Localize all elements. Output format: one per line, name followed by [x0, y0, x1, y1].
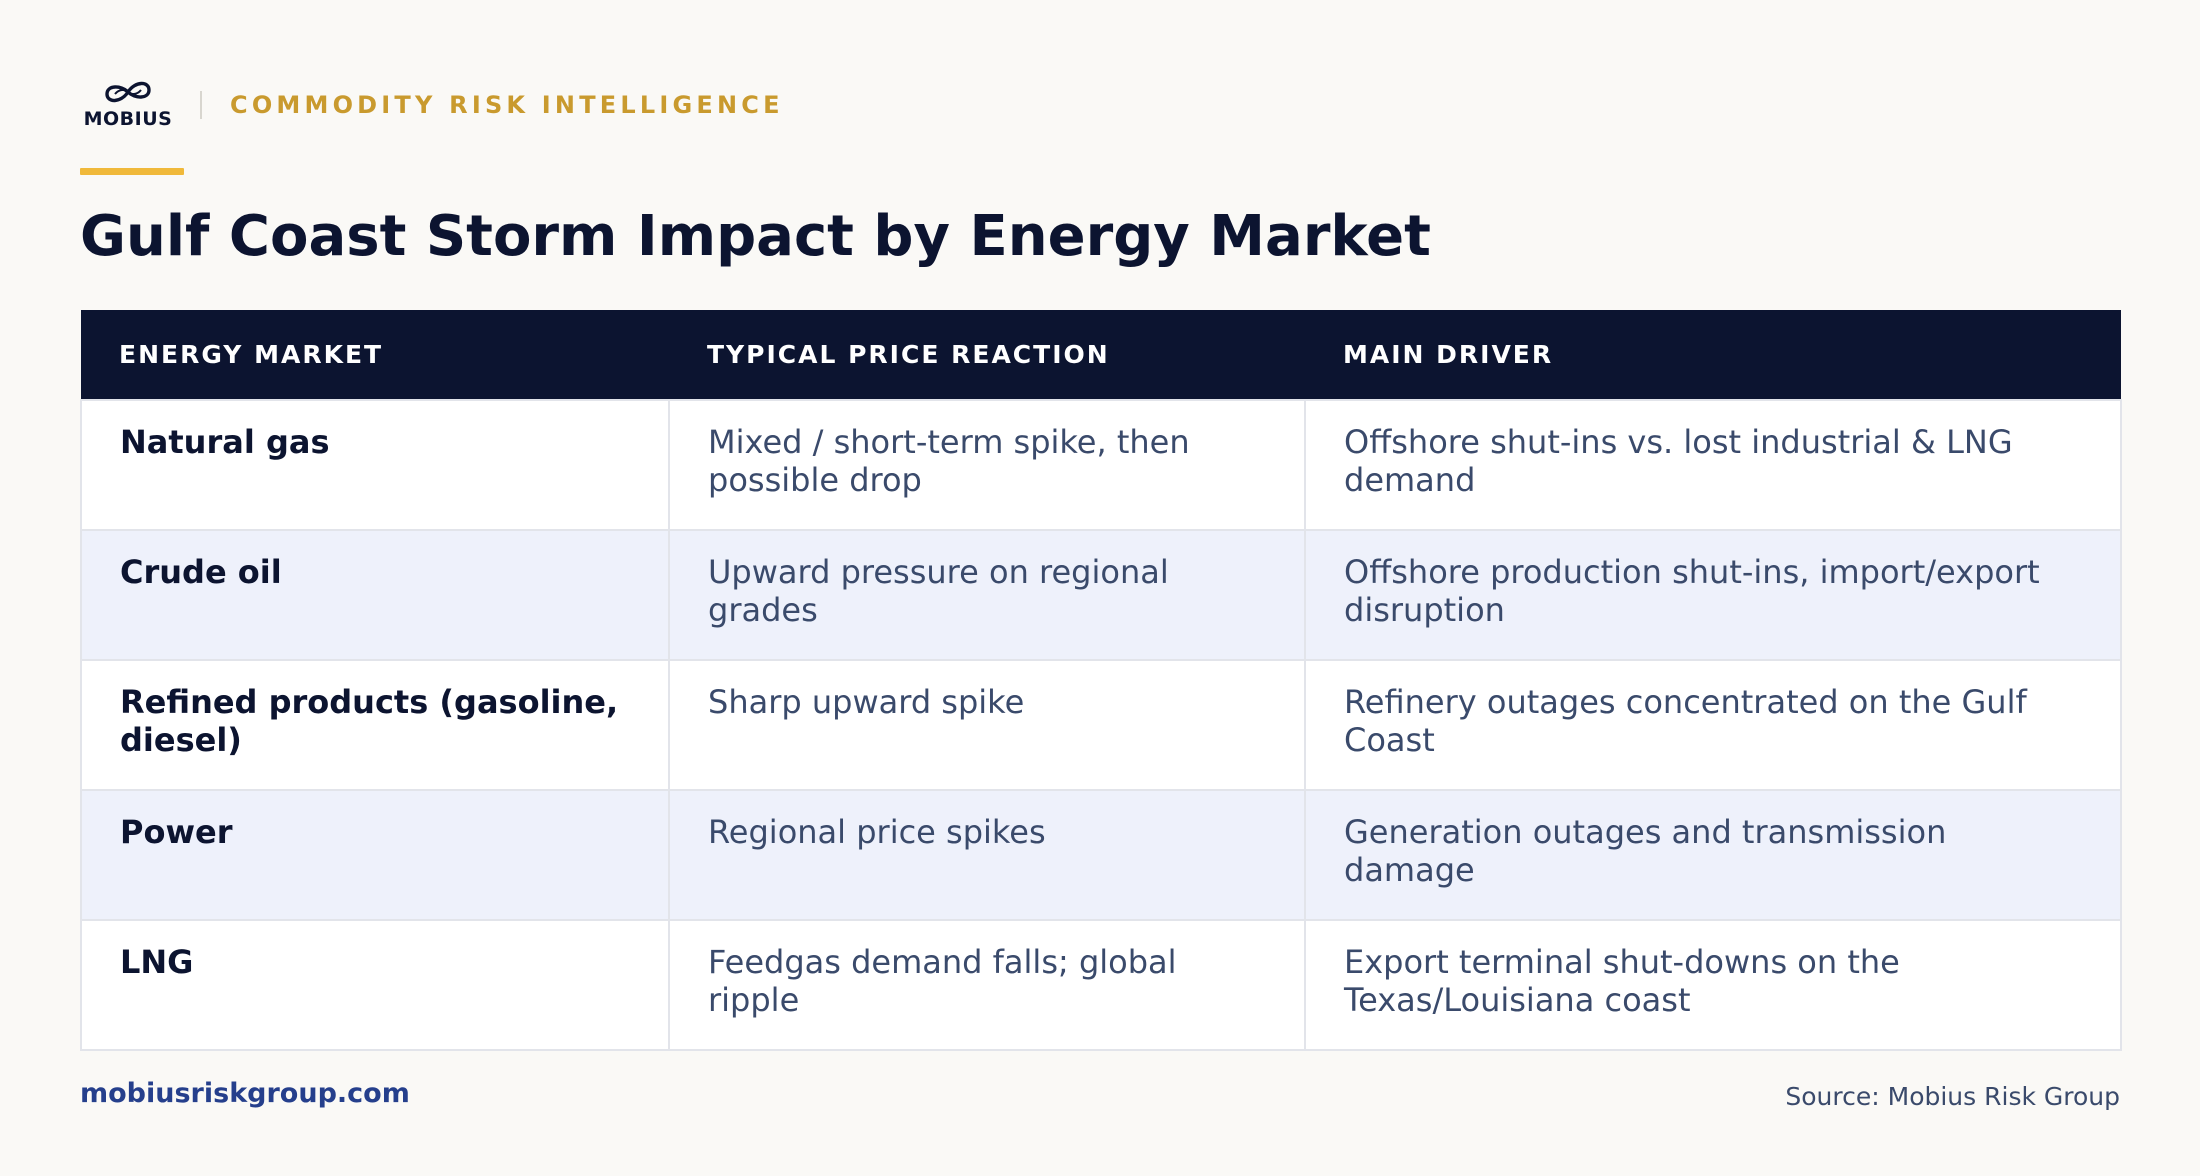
table-row: Power Regional price spikes Generation o…: [80, 789, 2122, 921]
logo-text: MOBIUS: [83, 108, 173, 130]
column-header-main-driver: MAIN DRIVER: [1305, 310, 2121, 400]
header: MOBIUS COMMODITY RISK INTELLIGENCE: [80, 74, 784, 136]
page-title: Gulf Coast Storm Impact by Energy Market: [80, 204, 1431, 269]
market-cell: Natural gas: [80, 399, 670, 531]
price-reaction-cell: Sharp upward spike: [668, 659, 1306, 791]
table-row: Refined products (gasoline, diesel) Shar…: [80, 659, 2122, 791]
market-cell: Power: [80, 789, 670, 921]
table-header-row: ENERGY MARKET TYPICAL PRICE REACTION MAI…: [81, 310, 2121, 400]
price-reaction-cell: Regional price spikes: [668, 789, 1306, 921]
price-reaction-cell: Mixed / short-term spike, then possible …: [668, 399, 1306, 531]
main-driver-cell: Offshore production shut-ins, import/exp…: [1304, 529, 2122, 661]
storm-impact-table: ENERGY MARKET TYPICAL PRICE REACTION MAI…: [80, 310, 2122, 1051]
mobius-logo[interactable]: MOBIUS: [80, 77, 176, 133]
column-header-energy-market: ENERGY MARKET: [81, 310, 669, 400]
main-driver-cell: Generation outages and transmission dama…: [1304, 789, 2122, 921]
table-row: Crude oil Upward pressure on regional gr…: [80, 529, 2122, 661]
market-cell: LNG: [80, 919, 670, 1051]
price-reaction-cell: Feedgas demand falls; global ripple: [668, 919, 1306, 1051]
mobius-infinity-icon: [105, 81, 151, 103]
market-cell: Crude oil: [80, 529, 670, 661]
header-tagline: COMMODITY RISK INTELLIGENCE: [230, 91, 784, 119]
source-note: Source: Mobius Risk Group: [1785, 1082, 2120, 1111]
price-reaction-cell: Upward pressure on regional grades: [668, 529, 1306, 661]
main-driver-cell: Refinery outages concentrated on the Gul…: [1304, 659, 2122, 791]
table-row: LNG Feedgas demand falls; global ripple …: [80, 919, 2122, 1051]
title-accent-bar: [80, 168, 184, 175]
table-row: Natural gas Mixed / short-term spike, th…: [80, 399, 2122, 531]
main-driver-cell: Export terminal shut-downs on the Texas/…: [1304, 919, 2122, 1051]
website-link[interactable]: mobiusriskgroup.com: [80, 1078, 410, 1109]
column-header-price-reaction: TYPICAL PRICE REACTION: [669, 310, 1305, 400]
market-cell: Refined products (gasoline, diesel): [80, 659, 670, 791]
header-divider: [200, 91, 202, 119]
main-driver-cell: Offshore shut-ins vs. lost industrial & …: [1304, 399, 2122, 531]
